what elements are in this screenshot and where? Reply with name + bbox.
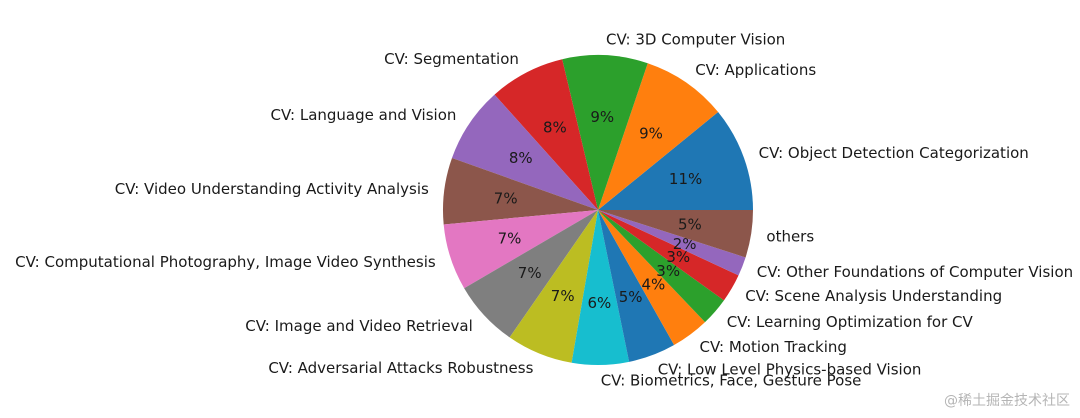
- pie-slice-category-label: CV: Segmentation: [384, 50, 519, 68]
- pie-slice-category-label: CV: Scene Analysis Understanding: [745, 287, 1002, 305]
- pie-slice-category-label: CV: Adversarial Attacks Robustness: [268, 359, 533, 377]
- pie-slice: [562, 54, 648, 210]
- pie-slice-percent-label: 9%: [639, 125, 663, 143]
- pie-slice-percent-label: 11%: [669, 170, 702, 188]
- pie-slice-percent-label: 3%: [656, 262, 680, 280]
- pie-slice: [598, 210, 753, 258]
- pie-slice-percent-label: 6%: [588, 294, 612, 312]
- pie-slice-percent-label: 7%: [551, 287, 575, 305]
- pie-slice: [509, 210, 598, 363]
- pie-slice-category-label: CV: Video Understanding Activity Analysi…: [115, 180, 429, 198]
- pie-slice-category-label: CV: Biometrics, Face, Gesture Pose: [601, 372, 862, 390]
- pie-slice-percent-label: 5%: [619, 288, 643, 306]
- pie-slice: [598, 210, 675, 362]
- pie-slice-percent-label: 9%: [590, 108, 614, 126]
- pie-slice-category-label: CV: Applications: [695, 61, 816, 79]
- pie-slice: [442, 157, 598, 225]
- pie-slice-category-label: CV: Other Foundations of Computer Vision: [757, 263, 1073, 281]
- pie-slice: [598, 63, 719, 210]
- pie-slice-percent-label: 7%: [518, 264, 542, 282]
- pie-slice-category-label: others: [766, 227, 814, 245]
- pie-slice-category-label: CV: Image and Video Retrieval: [245, 317, 473, 335]
- pie-slice: [598, 210, 739, 301]
- pie-slice: [451, 94, 598, 210]
- watermark-text: @稀土掘金技术社区: [944, 393, 1070, 409]
- pie-slice-percent-label: 5%: [678, 215, 702, 233]
- pie-slice-percent-label: 7%: [494, 190, 518, 208]
- pie-slice: [598, 112, 753, 210]
- pie-slice: [598, 210, 724, 323]
- pie-slice-category-label: CV: 3D Computer Vision: [606, 31, 785, 49]
- pie-slice-category-label: CV: Object Detection Categorization: [759, 144, 1029, 162]
- pie-slice: [464, 210, 598, 338]
- pie-slice-category-label: CV: Computational Photography, Image Vid…: [15, 253, 436, 271]
- pie-slice: [598, 210, 746, 276]
- pie-slice-category-label: CV: Low Level Physics-based Vision: [658, 361, 922, 379]
- pie-slice-category-label: CV: Motion Tracking: [700, 338, 847, 356]
- pie-slice: [494, 59, 598, 211]
- pie-slice-percent-label: 8%: [509, 149, 533, 167]
- pie-slice-percent-label: 8%: [543, 119, 567, 137]
- pie-slice: [598, 210, 706, 346]
- pie-slice-percent-label: 7%: [498, 230, 522, 248]
- pie-slice-category-label: CV: Language and Vision: [271, 106, 457, 124]
- pie-slice-percent-label: 3%: [666, 248, 690, 266]
- pie-slice: [571, 210, 630, 366]
- pie-slice-category-label: CV: Learning Optimization for CV: [727, 313, 974, 331]
- pie-slice: [443, 210, 598, 289]
- pie-slice-percent-label: 4%: [642, 276, 666, 294]
